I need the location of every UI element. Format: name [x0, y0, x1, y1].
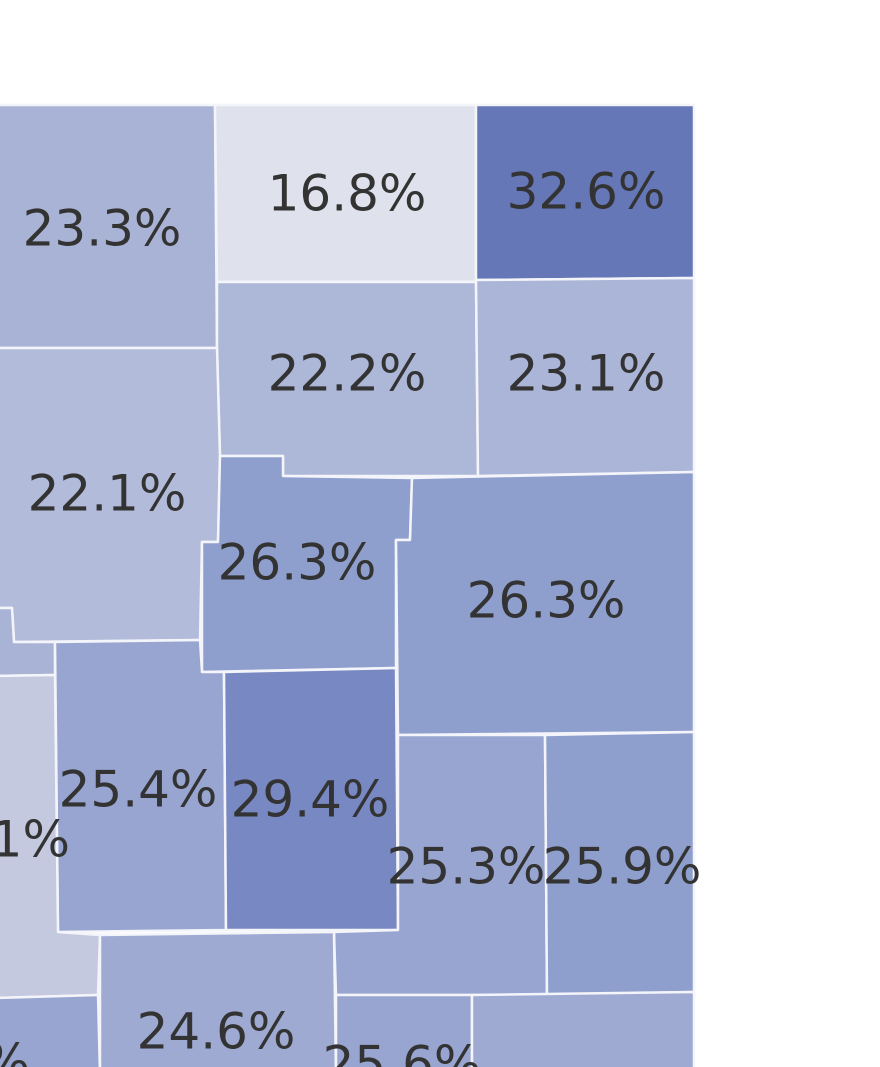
region-label: 22.2% — [268, 345, 427, 403]
region-label: 25.6% — [323, 1036, 482, 1067]
region-label: 32.6% — [507, 163, 666, 221]
region-label: 23.1% — [507, 345, 666, 403]
region-label: 16.8% — [268, 165, 427, 223]
region-label: 23.3% — [23, 200, 182, 258]
region-label: 26.3% — [467, 572, 626, 630]
region-labels: 23.3% 16.8% 32.6% 22.2% 23.1% 22.1% 26.3… — [0, 163, 701, 1067]
region-label: 25.3% — [387, 838, 546, 896]
region — [0, 993, 102, 1067]
region-label: 29.4% — [231, 771, 390, 829]
region-label: 24.6% — [137, 1003, 296, 1061]
region-label: 1% — [0, 811, 70, 869]
region — [470, 990, 696, 1067]
region-label: 26.3% — [218, 534, 377, 592]
region-label: 25.9% — [543, 838, 702, 896]
region-shapes — [0, 103, 696, 1067]
region-label: 22.1% — [28, 465, 187, 523]
region-label: % — [0, 1034, 30, 1067]
region — [334, 993, 474, 1067]
region-label: 25.4% — [59, 761, 218, 819]
